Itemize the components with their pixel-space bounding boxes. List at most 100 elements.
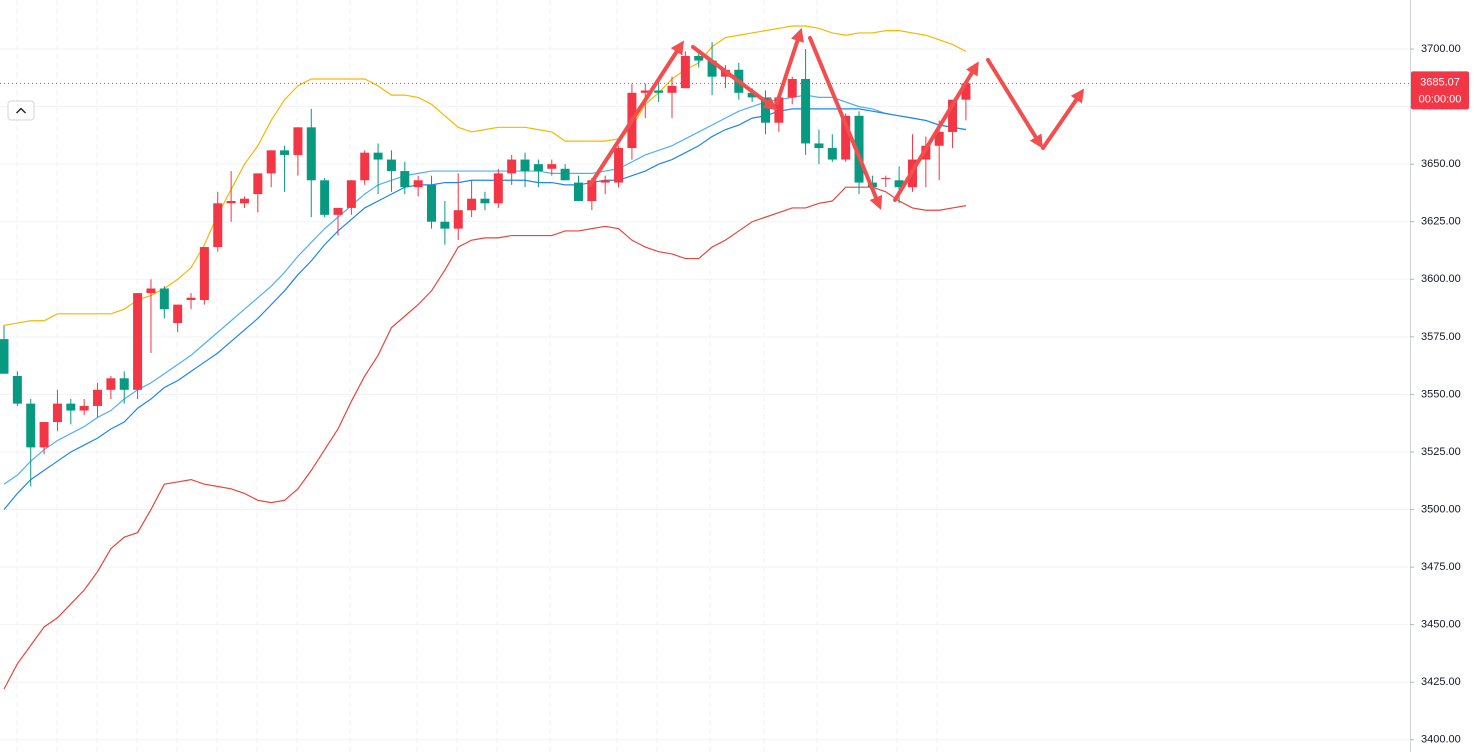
candle-body	[654, 90, 664, 93]
candle-body	[480, 198, 490, 204]
candle-body	[560, 168, 570, 181]
candle-body	[26, 403, 36, 448]
candle-body	[587, 180, 597, 202]
candle-body	[680, 55, 690, 89]
arrow	[808, 36, 883, 211]
candle-body	[306, 127, 316, 181]
candle-body	[133, 293, 143, 390]
candle-body	[547, 164, 557, 169]
candle-body	[119, 378, 129, 390]
candle-body	[600, 180, 610, 183]
candle-body	[93, 389, 103, 406]
candle-body	[427, 184, 437, 222]
y-tick-label: 3650.00	[1421, 158, 1461, 170]
candle-body	[841, 115, 851, 160]
y-tick-label: 3475.00	[1421, 561, 1461, 573]
candle-body	[386, 159, 396, 172]
candle-body	[213, 203, 223, 248]
candle-body	[199, 247, 209, 301]
candle-body	[533, 164, 543, 172]
candle-body	[934, 131, 944, 146]
candle-body	[707, 60, 717, 77]
candle-body	[573, 182, 583, 202]
candle-body	[774, 97, 784, 123]
arrow	[986, 58, 1043, 149]
candle-body	[827, 148, 837, 160]
indicator-lines	[3, 25, 967, 690]
candle-body	[79, 405, 89, 411]
indicator-line	[3, 108, 967, 510]
candle-body	[346, 180, 356, 208]
candle-body	[881, 177, 891, 179]
candle-body	[507, 159, 517, 174]
candle-body	[226, 201, 236, 204]
y-tick-label: 3625.00	[1421, 216, 1461, 228]
horizontal-grid	[0, 48, 1410, 741]
arrow	[893, 61, 979, 202]
candle-body	[413, 180, 423, 188]
y-tick-label: 3425.00	[1421, 676, 1461, 688]
candle-body	[253, 173, 263, 195]
candle-body	[640, 90, 650, 93]
candle-body	[280, 150, 290, 155]
candle-body	[186, 297, 196, 301]
candles	[0, 42, 971, 487]
y-tick-label: 3700.00	[1421, 43, 1461, 55]
candle-body	[239, 198, 249, 204]
price-axis-panel	[1410, 0, 1474, 752]
candle-body	[0, 339, 9, 374]
candle-body	[159, 288, 169, 310]
candle-body	[66, 403, 76, 411]
arrow	[691, 45, 778, 111]
candle-body	[106, 378, 116, 390]
candle-body	[894, 180, 904, 188]
candle-body	[453, 210, 463, 229]
candle-body	[333, 207, 343, 215]
candle-body	[360, 152, 370, 181]
arrow	[1041, 88, 1085, 150]
candle-body	[173, 304, 183, 324]
candle-body	[12, 376, 22, 404]
y-tick-label: 3550.00	[1421, 388, 1461, 400]
candle-body	[814, 143, 824, 149]
chevron-icon	[16, 107, 26, 114]
indicator-line	[3, 186, 967, 690]
y-tick-label: 3525.00	[1421, 446, 1461, 458]
candle-body	[320, 180, 330, 215]
collapse-button-box[interactable]	[7, 100, 35, 121]
candle-body	[801, 78, 811, 144]
candle-body	[520, 159, 530, 172]
candle-body	[667, 85, 677, 93]
candle-body	[266, 150, 276, 174]
price-tag-countdown: 00:00:00	[1419, 93, 1462, 105]
candle-body	[854, 115, 864, 183]
candle-body	[787, 78, 797, 98]
price-tag-box	[1411, 71, 1469, 110]
last-price-tag: 3685.07 00:00:00	[1411, 71, 1469, 110]
candle-body	[293, 127, 303, 155]
y-tick-label: 3450.00	[1421, 619, 1461, 631]
candle-body	[948, 99, 958, 132]
candle-body	[440, 221, 450, 229]
drawn-arrows	[588, 27, 1085, 211]
y-tick-label: 3600.00	[1421, 273, 1461, 285]
arrow	[588, 40, 684, 187]
candle-body	[373, 152, 383, 160]
collapse-button[interactable]	[7, 100, 35, 121]
y-tick-label: 3400.00	[1421, 734, 1461, 746]
candle-body	[146, 288, 156, 294]
candle-body	[493, 173, 503, 204]
price-tag-value: 3685.07	[1420, 76, 1460, 88]
y-tick-label: 3575.00	[1421, 331, 1461, 343]
candle-body	[694, 55, 704, 61]
arrow	[775, 27, 804, 105]
candle-body	[467, 198, 477, 211]
vertical-grid	[16, 0, 938, 752]
candle-body	[614, 148, 624, 183]
candle-body	[52, 403, 62, 423]
candle-body	[39, 422, 49, 448]
y-tick-label: 3500.00	[1421, 503, 1461, 515]
candle-body	[961, 83, 971, 100]
